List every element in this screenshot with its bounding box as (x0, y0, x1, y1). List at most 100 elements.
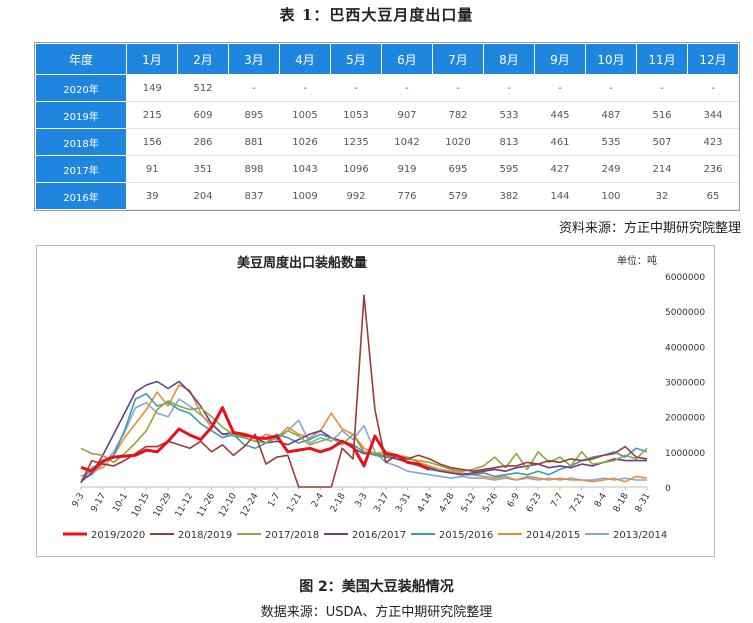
figure-caption: 图 2：美国大豆装船情况 (299, 579, 454, 595)
y-tick-label: 6000000 (665, 273, 705, 283)
series-line-2019-2020 (80, 406, 430, 473)
table-cell: - (228, 74, 280, 102)
brazil-soybean-export-table: 年度 1月 2月 3月 4月 5月 6月 7月 8月 9月 10月 11月 12月 2020年 149 51… (34, 42, 740, 211)
series-line-2016-2017 (80, 380, 647, 483)
row-year: 2019年 (35, 101, 127, 129)
table-cell: 507 (636, 128, 688, 156)
table-cell: 535 (585, 128, 637, 156)
table-cell: 100 (585, 182, 637, 210)
table-body: 2020年 149 512- - - - - - - - - -2019年 215 609 895 1005 1… (35, 74, 739, 210)
y-tick-label: 2000000 (665, 414, 705, 424)
row-year: 2017年 (35, 155, 127, 183)
series-line-2014-2015 (80, 384, 648, 483)
table-cell: 595 (483, 155, 535, 183)
table-header-row: 年度 1月 2月 3月 4月 5月 6月 7月 8月 9月 10月 11月 12月 (35, 43, 739, 75)
header-month: 6月 (381, 43, 433, 75)
series-line-2018-2019 (80, 294, 648, 488)
header-month: 7月 (432, 43, 484, 75)
table-cell: 533 (483, 101, 535, 129)
header-month: 2月 (177, 43, 229, 75)
table-title: 表 1：巴西大豆月度出口量 (279, 6, 474, 24)
table-cell: 382 (483, 182, 535, 210)
legend-label: 2019/2020 (91, 530, 145, 541)
x-tick-label: 7-21 (568, 492, 587, 515)
table-cell: 881 (228, 128, 280, 156)
table-cell: 1096 (330, 155, 382, 183)
table-cell: 782 (432, 101, 484, 129)
x-tick-label: 10-29 (152, 491, 174, 519)
table-cell: 156 (126, 128, 178, 156)
table-cell: 695 (432, 155, 484, 183)
table-cell: - (687, 74, 739, 102)
table-cell: 898 (228, 155, 280, 183)
x-tick-label: 10-15 (130, 492, 152, 520)
x-tick-label: 9-3 (71, 492, 87, 510)
x-tick-label: 4-14 (416, 491, 435, 514)
table-cell: 236 (687, 155, 739, 183)
x-tick-label: 10-1 (111, 492, 130, 515)
x-tick-label: 7-7 (550, 492, 566, 510)
table-cell: 423 (687, 128, 739, 156)
header-month: 10月 (585, 43, 637, 75)
table-cell: - (432, 74, 484, 102)
table-cell: 487 (585, 101, 637, 129)
table-cell: 461 (534, 128, 586, 156)
row-year: 2018年 (35, 128, 127, 156)
row-year: 2020年 (35, 74, 127, 102)
legend-label: 2017/2018 (265, 530, 319, 541)
table-cell: 1005 (279, 101, 331, 129)
x-tick-label: 4-28 (438, 491, 457, 514)
table-cell: 1053 (330, 101, 382, 129)
table-cell: 776 (381, 182, 433, 210)
x-tick-label: 11-12 (174, 492, 196, 520)
table-row: 2019年 215 609 895 1005 1053 907 782 533 445 487 516… (35, 101, 739, 129)
table-cell: - (330, 74, 382, 102)
series-line-2017-2018 (80, 400, 648, 472)
x-tick-label: 8-31 (634, 492, 653, 515)
table-cell: 445 (534, 101, 586, 129)
header-month: 3月 (228, 43, 280, 75)
table-row: 2016年 39 204 837 1009 992 776 579 382 144 100 32 65 (35, 182, 739, 210)
legend-label: 2016/2017 (352, 530, 406, 541)
table-cell: 1009 (279, 182, 331, 210)
x-tick-label: 12-24 (239, 491, 261, 519)
x-tick-label: 5-26 (481, 491, 500, 514)
table-cell: 204 (177, 182, 229, 210)
table-cell: 144 (534, 182, 586, 210)
table-source: 资料来源：方正中期研究院整理 (558, 221, 741, 236)
table-cell: 609 (177, 101, 229, 129)
header-month: 9月 (534, 43, 586, 75)
x-tick-label: 11-26 (195, 491, 217, 519)
x-tick-label: 2-18 (329, 491, 348, 514)
figure-source: 数据来源：USDA、方正中期研究院整理 (260, 605, 493, 620)
table-cell: 837 (228, 182, 280, 210)
header-month: 11月 (636, 43, 688, 75)
table-cell: 516 (636, 101, 688, 129)
legend-label: 2015/2016 (439, 530, 493, 541)
table-cell: 149 (126, 74, 178, 102)
header-month: 8月 (483, 43, 535, 75)
table-cell: 1026 (279, 128, 331, 156)
table-row: 2017年 91 351 898 1043 1096 919 695 595 427 249 214 2… (35, 155, 739, 183)
table-cell: 344 (687, 101, 739, 129)
x-tick-label: 3-17 (372, 492, 391, 515)
table-cell: 895 (228, 101, 280, 129)
table-cell: 512 (177, 74, 229, 102)
table-cell: 1235 (330, 128, 382, 156)
table-cell: 32 (636, 182, 688, 210)
table-cell: 214 (636, 155, 688, 183)
table-cell: - (381, 74, 433, 102)
x-tick-label: 1-21 (285, 492, 304, 515)
header-month: 1月 (126, 43, 178, 75)
header-month: 12月 (687, 43, 739, 75)
x-tick-label: 9-17 (89, 492, 108, 515)
y-tick-label: 5000000 (665, 308, 705, 318)
header-month: 5月 (330, 43, 382, 75)
y-tick-label: 1000000 (665, 449, 705, 459)
chart-canvas: 美豆周度出口装船数量 单位：吨 0 1000000 2000000 3000000 4000… (63, 254, 705, 541)
table-cell: 215 (126, 101, 178, 129)
chart-unit-label: 单位：吨 (617, 254, 657, 267)
table-cell: 249 (585, 155, 637, 183)
y-tick-label: 0 (665, 484, 671, 494)
table-cell: 813 (483, 128, 535, 156)
